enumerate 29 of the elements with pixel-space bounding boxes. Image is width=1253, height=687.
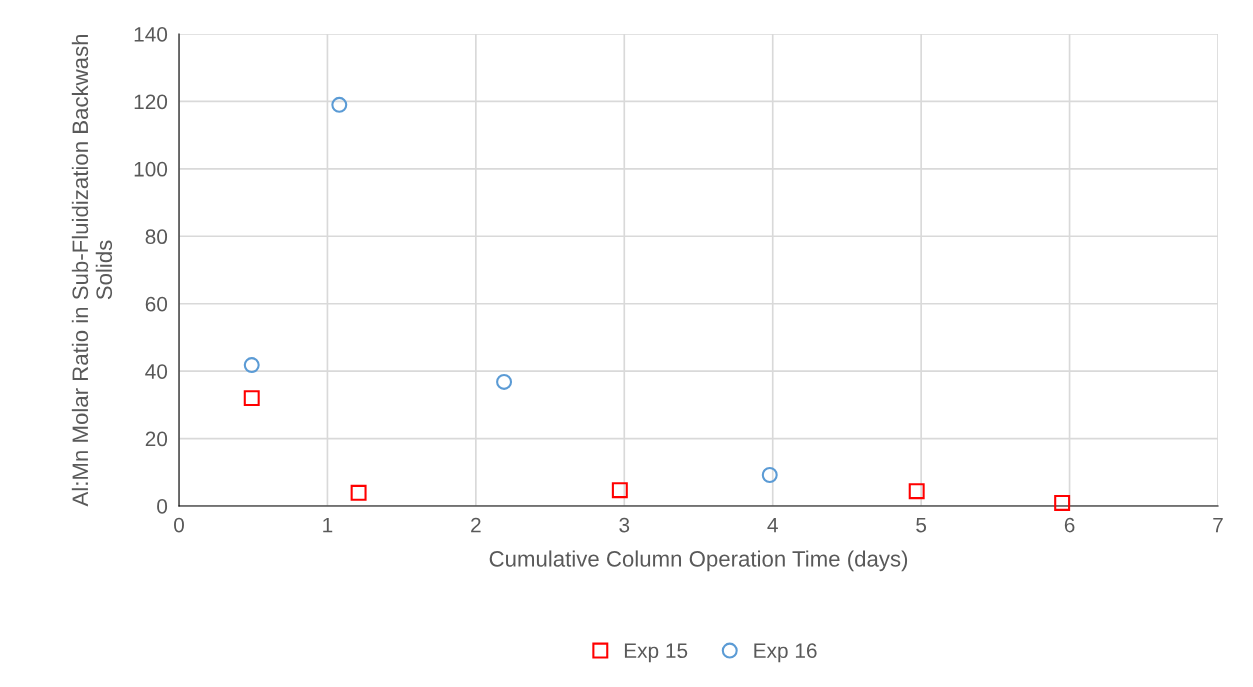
point: [908, 483, 925, 500]
x-axis-title: Cumulative Column Operation Time (days): [489, 550, 908, 572]
y-tick-label: 0: [157, 499, 168, 514]
x-tick-label: 5: [916, 517, 927, 533]
legend-label: Exp 16: [754, 643, 817, 663]
x-tick-label: 3: [619, 517, 630, 533]
point: [611, 482, 628, 499]
point: [761, 467, 778, 483]
point: [496, 373, 513, 390]
point: [1054, 494, 1071, 511]
y-tick-label: 100: [134, 161, 168, 177]
y-tick-label: 40: [145, 364, 168, 379]
y-tick-label: 60: [145, 296, 168, 312]
y-axis-title: Al:Mn Molar Ratio in Sub-Fluidization Backwash Solids: [71, 34, 113, 507]
legend-label: Exp 15: [624, 643, 688, 663]
point: [243, 390, 260, 407]
point: [350, 484, 367, 501]
y-tick-label: 20: [145, 431, 168, 447]
x-tick-label: 1: [323, 517, 333, 533]
y-tick-label: 140: [134, 27, 168, 42]
x-tick-label: 7: [1213, 517, 1223, 533]
x-tick-label: 0: [174, 517, 184, 533]
point: [331, 96, 348, 113]
y-tick-label: 80: [145, 229, 168, 245]
x-tick-label: 4: [767, 517, 778, 533]
x-tick-label: 2: [471, 517, 481, 533]
x-tick-label: 6: [1064, 517, 1075, 533]
y-tick-label: 120: [134, 94, 168, 110]
point: [243, 357, 260, 374]
